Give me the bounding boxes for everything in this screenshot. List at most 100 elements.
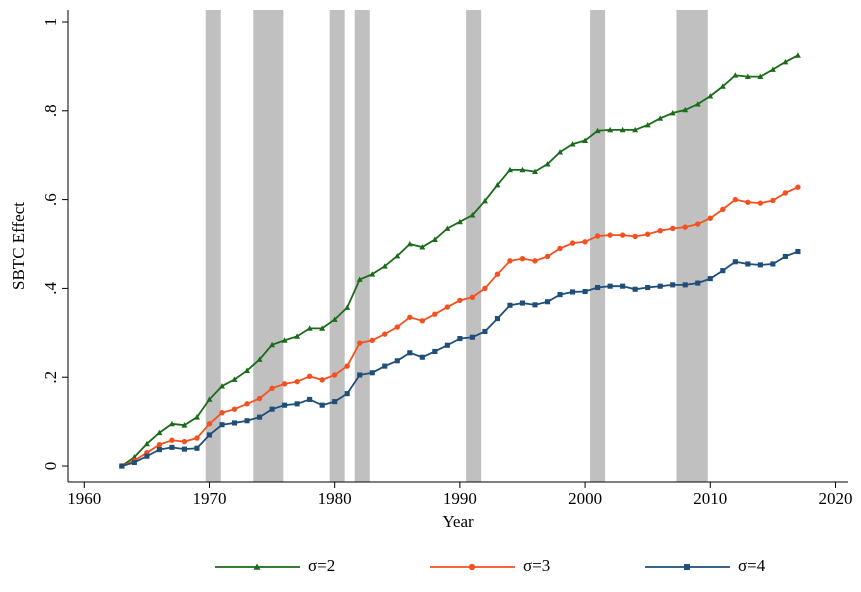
marker bbox=[707, 276, 713, 282]
marker bbox=[256, 356, 263, 362]
shaded-region bbox=[253, 10, 284, 482]
marker bbox=[432, 311, 438, 317]
marker bbox=[519, 300, 526, 306]
marker bbox=[344, 304, 351, 310]
marker bbox=[194, 435, 200, 441]
marker bbox=[695, 280, 701, 286]
marker bbox=[594, 127, 601, 134]
marker bbox=[532, 302, 538, 308]
x-tick-label: 2010 bbox=[693, 489, 727, 508]
marker bbox=[468, 563, 476, 571]
marker bbox=[144, 453, 150, 459]
y-tick-label: 0 bbox=[41, 462, 60, 471]
marker bbox=[269, 341, 276, 348]
marker bbox=[644, 122, 651, 128]
marker bbox=[619, 126, 626, 133]
marker bbox=[620, 283, 626, 289]
marker bbox=[394, 252, 401, 259]
marker bbox=[306, 325, 313, 331]
marker bbox=[344, 363, 350, 369]
marker bbox=[757, 73, 764, 80]
marker bbox=[519, 166, 526, 173]
marker bbox=[419, 244, 426, 250]
marker bbox=[294, 401, 300, 407]
y-tick-label: .2 bbox=[41, 371, 60, 384]
marker bbox=[619, 232, 626, 238]
shaded-region bbox=[205, 10, 221, 482]
marker bbox=[253, 563, 261, 570]
marker bbox=[595, 284, 601, 291]
marker bbox=[357, 372, 363, 378]
marker bbox=[382, 331, 388, 337]
marker bbox=[319, 377, 325, 383]
marker bbox=[519, 255, 526, 262]
marker bbox=[369, 271, 376, 277]
marker bbox=[682, 224, 688, 230]
x-tick-label: 1980 bbox=[318, 489, 352, 508]
marker bbox=[319, 325, 326, 331]
legend-label: σ=4 bbox=[738, 556, 766, 575]
marker bbox=[707, 93, 714, 99]
marker bbox=[507, 258, 513, 264]
marker bbox=[531, 168, 538, 175]
marker bbox=[482, 285, 488, 292]
marker bbox=[557, 292, 563, 298]
marker bbox=[281, 381, 288, 387]
y-axis-title: SBTC Effect bbox=[9, 202, 28, 290]
marker bbox=[394, 358, 400, 364]
marker bbox=[407, 350, 413, 356]
x-tick-label: 1960 bbox=[67, 489, 101, 508]
marker bbox=[544, 253, 551, 260]
marker bbox=[632, 286, 638, 292]
marker bbox=[782, 190, 789, 196]
marker bbox=[206, 432, 213, 438]
marker bbox=[218, 383, 225, 389]
marker bbox=[645, 284, 651, 291]
marker bbox=[569, 141, 576, 147]
marker bbox=[169, 437, 175, 443]
x-tick-label: 1970 bbox=[192, 489, 226, 508]
marker bbox=[156, 429, 163, 436]
marker bbox=[732, 259, 738, 265]
marker bbox=[168, 420, 175, 427]
marker bbox=[582, 239, 588, 245]
marker bbox=[181, 446, 187, 452]
marker bbox=[757, 200, 764, 206]
marker bbox=[482, 328, 488, 335]
marker bbox=[494, 316, 500, 322]
marker bbox=[119, 463, 125, 469]
y-tick-label: .6 bbox=[41, 193, 60, 206]
marker bbox=[557, 149, 564, 155]
marker bbox=[695, 221, 701, 227]
marker bbox=[382, 363, 388, 369]
marker bbox=[744, 73, 751, 80]
y-tick-label: 1 bbox=[41, 18, 60, 27]
marker bbox=[319, 402, 325, 408]
shaded-region bbox=[676, 10, 708, 482]
marker bbox=[356, 276, 363, 282]
marker bbox=[657, 115, 664, 121]
marker bbox=[657, 283, 663, 289]
marker bbox=[394, 324, 400, 330]
marker bbox=[244, 367, 251, 373]
shaded-region bbox=[590, 10, 606, 482]
marker bbox=[469, 212, 476, 218]
marker bbox=[719, 83, 726, 89]
marker bbox=[357, 340, 363, 346]
marker bbox=[732, 72, 739, 78]
marker bbox=[720, 268, 726, 274]
x-tick-label: 2000 bbox=[568, 489, 602, 508]
marker bbox=[607, 126, 614, 133]
marker bbox=[231, 420, 238, 426]
marker bbox=[194, 445, 200, 451]
marker bbox=[745, 261, 751, 267]
x-axis-title: Year bbox=[442, 512, 474, 531]
marker bbox=[669, 110, 676, 116]
x-tick-label: 2020 bbox=[818, 489, 852, 508]
marker bbox=[206, 396, 213, 402]
marker bbox=[570, 289, 576, 295]
marker bbox=[181, 422, 188, 428]
marker bbox=[632, 126, 639, 133]
marker bbox=[269, 385, 275, 392]
marker bbox=[431, 236, 438, 242]
